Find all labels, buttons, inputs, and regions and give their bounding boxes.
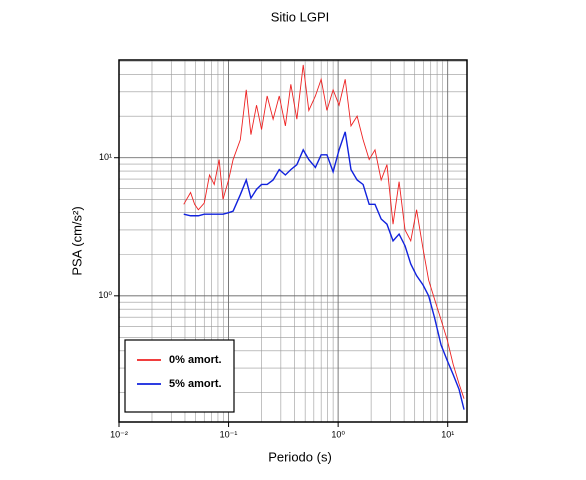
y-tick-label: 10⁰	[98, 290, 112, 300]
legend-label: 5% amort.	[169, 378, 222, 390]
y-axis-label: PSA (cm/s²)	[69, 206, 84, 275]
x-tick-label: 10⁰	[331, 429, 345, 439]
legend-box	[124, 339, 235, 413]
data-line	[183, 131, 465, 410]
legend-label: 0% amort.	[169, 354, 222, 366]
x-tick-label: 10⁻¹	[220, 429, 238, 439]
x-axis-label: Periodo (s)	[268, 449, 332, 464]
data-line	[183, 64, 465, 399]
plot-frame	[118, 59, 468, 423]
x-tick-label: 10¹	[441, 429, 454, 439]
chart-title: Sitio LGPI	[271, 9, 330, 24]
y-tick-label: 10¹	[99, 152, 112, 162]
x-tick-label: 10⁻²	[110, 429, 128, 439]
